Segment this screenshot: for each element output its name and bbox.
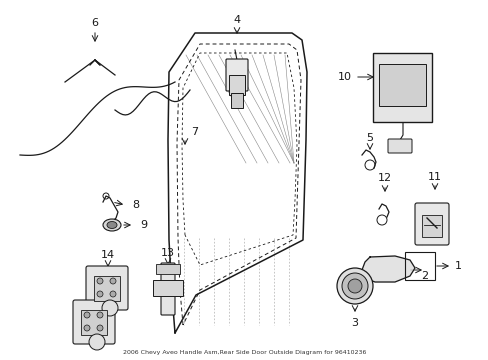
Circle shape <box>84 325 90 331</box>
Circle shape <box>97 291 103 297</box>
FancyBboxPatch shape <box>73 300 115 344</box>
FancyBboxPatch shape <box>230 93 243 108</box>
Text: 5: 5 <box>366 133 373 143</box>
Circle shape <box>97 325 103 331</box>
FancyBboxPatch shape <box>153 280 183 296</box>
Ellipse shape <box>103 219 121 231</box>
Circle shape <box>84 312 90 318</box>
Text: 2006 Chevy Aveo Handle Asm,Rear Side Door Outside Diagram for 96410236: 2006 Chevy Aveo Handle Asm,Rear Side Doo… <box>122 350 366 355</box>
Text: 2: 2 <box>421 271 427 281</box>
FancyBboxPatch shape <box>94 276 120 301</box>
FancyBboxPatch shape <box>81 310 107 335</box>
Text: 14: 14 <box>101 250 115 260</box>
Text: 7: 7 <box>191 127 198 137</box>
Polygon shape <box>361 256 414 282</box>
Text: 12: 12 <box>377 173 391 183</box>
FancyBboxPatch shape <box>421 215 441 237</box>
Text: 6: 6 <box>91 18 98 28</box>
Text: 9: 9 <box>140 220 147 230</box>
Circle shape <box>341 273 367 299</box>
FancyBboxPatch shape <box>378 64 425 106</box>
FancyBboxPatch shape <box>161 263 175 315</box>
Text: 1: 1 <box>453 261 461 271</box>
FancyBboxPatch shape <box>372 53 431 122</box>
Circle shape <box>97 312 103 318</box>
Circle shape <box>336 268 372 304</box>
FancyBboxPatch shape <box>228 75 244 95</box>
Circle shape <box>110 278 116 284</box>
Text: 11: 11 <box>427 172 441 182</box>
FancyBboxPatch shape <box>387 139 411 153</box>
FancyBboxPatch shape <box>414 203 448 245</box>
Circle shape <box>102 300 118 316</box>
Text: 15: 15 <box>88 297 102 307</box>
Text: 13: 13 <box>161 248 175 258</box>
Circle shape <box>110 291 116 297</box>
Circle shape <box>347 279 361 293</box>
Circle shape <box>89 334 105 350</box>
Text: 3: 3 <box>351 318 358 328</box>
FancyBboxPatch shape <box>225 59 247 91</box>
Text: 8: 8 <box>132 200 139 210</box>
FancyBboxPatch shape <box>86 266 128 310</box>
Circle shape <box>97 278 103 284</box>
Text: 10: 10 <box>337 72 351 82</box>
Text: 4: 4 <box>233 15 240 25</box>
Ellipse shape <box>107 221 117 229</box>
FancyBboxPatch shape <box>156 264 180 274</box>
